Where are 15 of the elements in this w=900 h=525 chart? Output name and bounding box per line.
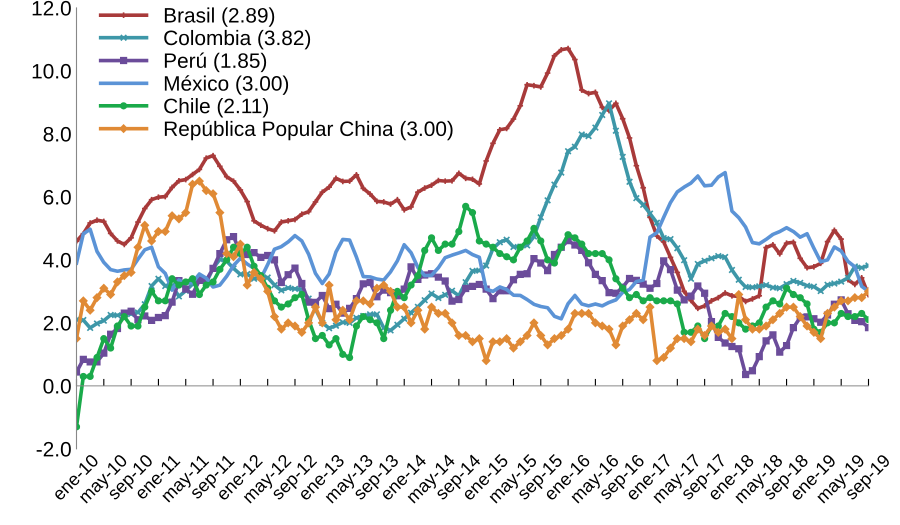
legend-label: México (3.00) [164, 75, 288, 95]
y-tick-label: 2.0 [44, 316, 71, 331]
y-tick-label: 6.0 [44, 190, 71, 205]
y-tick-label: 8.0 [44, 126, 71, 142]
legend-label: República Popular China (3.00) [164, 120, 453, 140]
y-tick-label: 4.0 [43, 252, 71, 268]
legend-label: Colombia (3.82) [164, 30, 310, 50]
y-tick-label: -2.0 [36, 442, 71, 457]
y-tick-label: 0.0 [43, 378, 71, 394]
legend-label: Chile (2.11) [164, 98, 268, 118]
legend-label: Perú (1.85) [164, 52, 266, 72]
y-tick-label: 12.0 [32, 0, 71, 16]
y-tick-label: 10.0 [32, 64, 71, 79]
line-series [76, 170, 868, 321]
legend-label: Brasil (2.89) [164, 7, 274, 27]
